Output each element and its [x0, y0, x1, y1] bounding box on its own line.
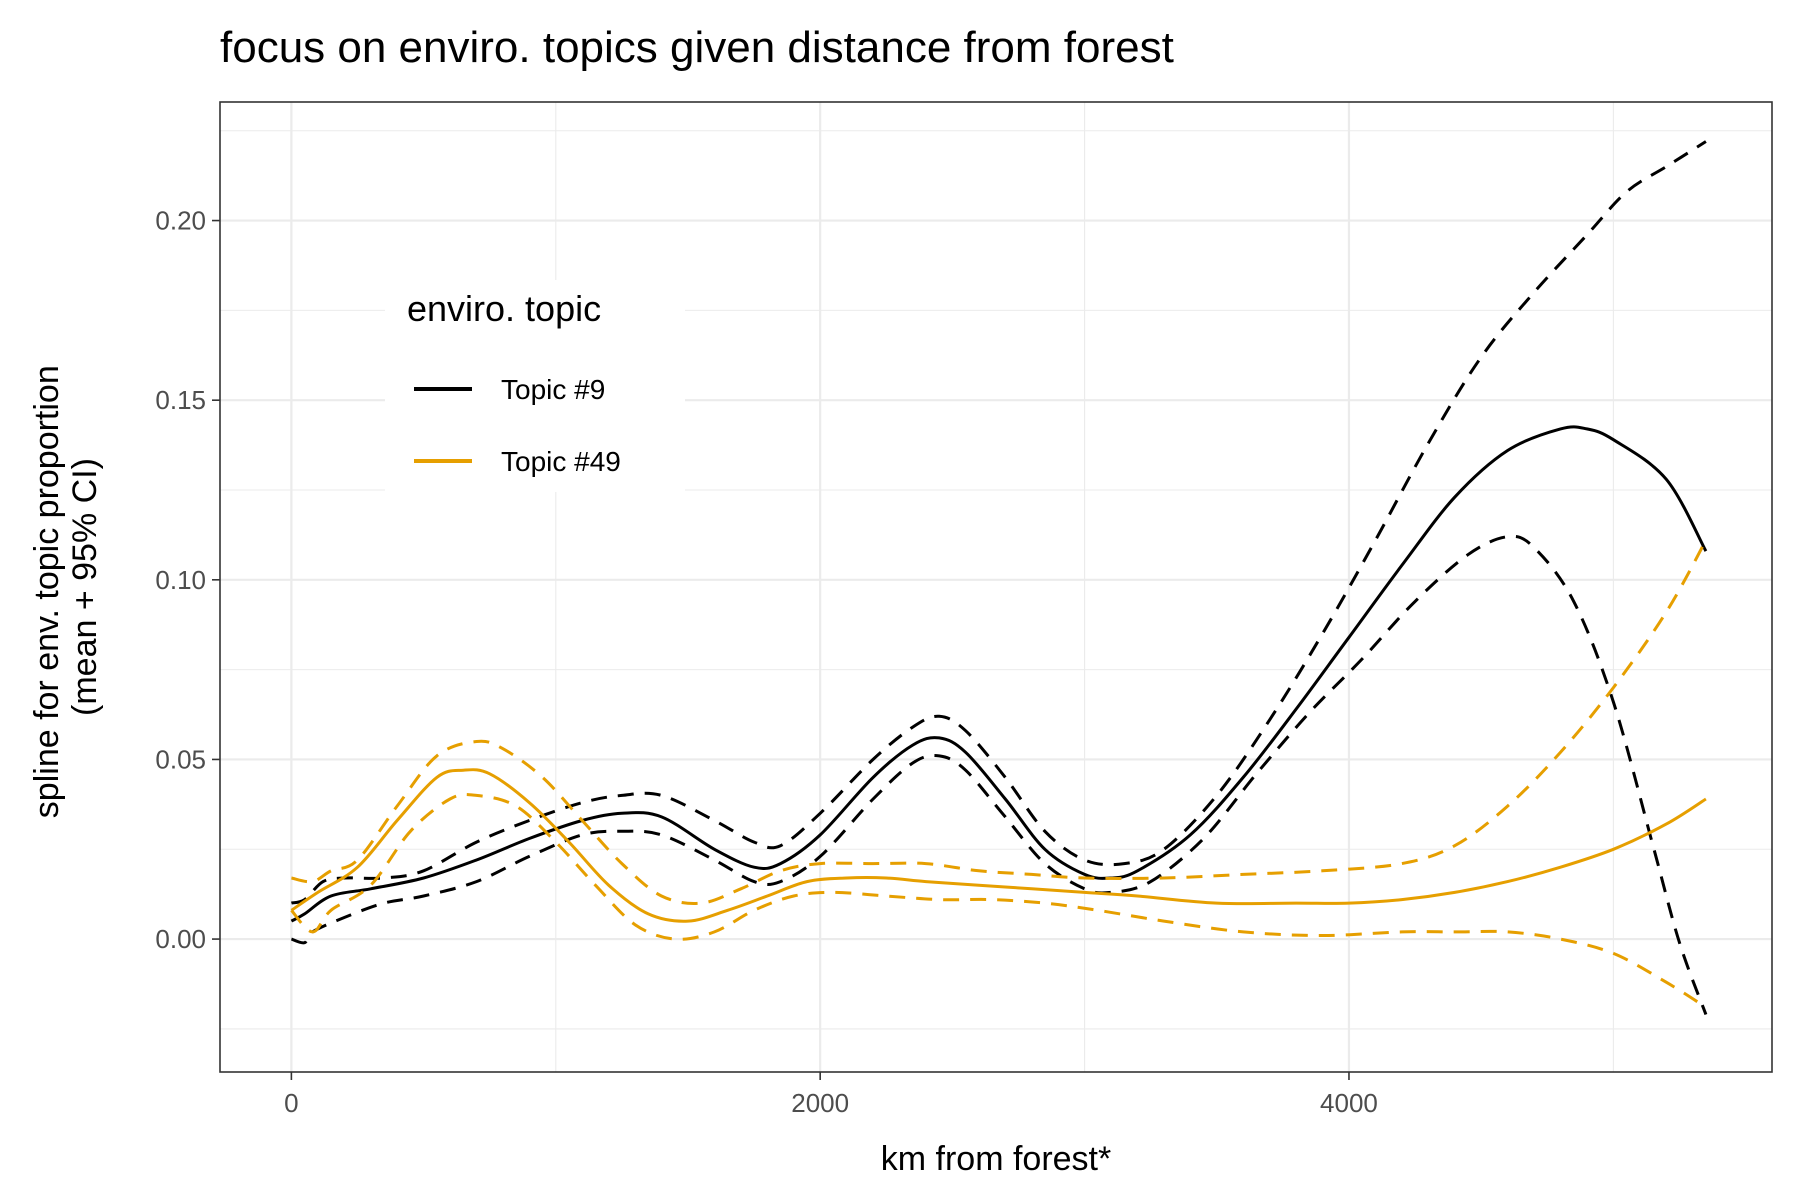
series-line-topic-9-lower-ci	[290, 534, 1708, 1016]
chart-title: focus on enviro. topics given distance f…	[220, 23, 1174, 72]
series-lines	[290, 140, 1708, 1016]
series-line-topic-49	[290, 768, 1707, 923]
y-tick-label: 0.15	[155, 385, 206, 415]
x-tick-label: 0	[284, 1088, 298, 1118]
y-tick-label: 0.10	[155, 565, 206, 595]
grid	[220, 102, 1772, 1072]
x-tick-label: 2000	[791, 1088, 849, 1118]
legend-background	[385, 280, 685, 492]
y-tick-label: 0.05	[155, 744, 206, 774]
series-line-topic-9-upper-ci	[291, 140, 1707, 905]
series-line-topic-9	[290, 425, 1708, 923]
legend-title: enviro. topic	[407, 288, 601, 329]
y-tick-label: 0.20	[155, 206, 206, 236]
legend: enviro. topic Topic #9 Topic #49	[385, 280, 685, 492]
x-tick-label: 4000	[1320, 1088, 1378, 1118]
x-axis-title: km from forest*	[881, 1140, 1111, 1178]
y-axis-title-line-1: spline for env. topic proportion	[28, 365, 66, 818]
axis-ticks: 0 2000 4000 0.00 0.05 0.10 0.15 0.20	[155, 206, 1377, 1118]
legend-label-topic-9: Topic #9	[501, 374, 605, 405]
plot-panel	[219, 101, 1773, 1073]
y-tick-label: 0.00	[155, 924, 206, 954]
y-axis-title-line-2: (mean + 95% CI)	[66, 458, 104, 716]
series-line-topic-49-lower-ci	[290, 792, 1707, 1009]
series-line-topic-49-upper-ci	[291, 539, 1708, 905]
legend-label-topic-49: Topic #49	[501, 446, 621, 477]
y-axis-title: spline for env. topic proportion (mean +…	[28, 356, 104, 818]
